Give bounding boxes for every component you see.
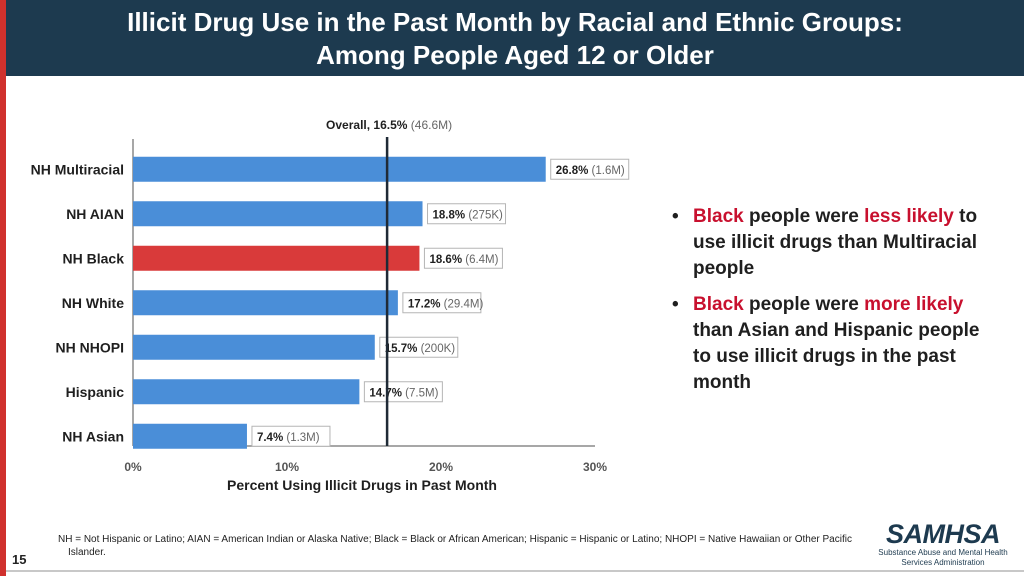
x-axis-title: Percent Using Illicit Drugs in Past Mont… [227, 477, 497, 493]
data-label: 17.2% (29.4M) [408, 298, 484, 310]
data-label-count: (275K) [465, 209, 503, 221]
logo-subtitle-line-1: Substance Abuse and Mental Health [878, 548, 1008, 557]
category-label: NH Multiracial [31, 161, 124, 177]
data-label-count: (1.3M) [283, 432, 320, 444]
bar-hispanic [133, 379, 360, 405]
x-tick-label: 20% [429, 460, 453, 474]
category-label: NH AIAN [66, 206, 124, 222]
overall-reference-label: Overall, 16.5% (46.6M) [326, 118, 452, 132]
finding-2-part-4: than Asian and Hispanic people to use il… [693, 320, 980, 393]
title-banner: Illicit Drug Use in the Past Month by Ra… [6, 0, 1024, 76]
x-tick-label: 0% [124, 460, 142, 474]
data-label: 18.6% (6.4M) [429, 254, 498, 266]
finding-1-part-4: to use illicit drugs than Multiracial pe… [693, 206, 978, 279]
category-label: NH Asian [62, 428, 124, 444]
data-label-value: 26.8% [556, 165, 589, 177]
bar-chart: NH Multiracial 26.8% (1.6M) NH AIAN 18.8% (… [31, 118, 630, 493]
data-label-box [423, 247, 503, 269]
data-label-count: (7.5M) [402, 387, 439, 399]
bar-nh-asian [133, 423, 247, 449]
data-label-count: (29.4M) [440, 298, 483, 310]
x-tick-label: 10% [275, 460, 299, 474]
finding-2-part-2: people were [743, 294, 865, 315]
category-label: NH White [62, 295, 124, 311]
data-label: 18.8% (275K) [433, 209, 503, 221]
category-label: Hispanic [66, 384, 125, 400]
logo-subtitle-line-2: Services Administration [901, 558, 985, 567]
slide-title-line-1: Illicit Drug Use in the Past Month by Ra… [127, 7, 903, 37]
finding-1-part-2: people were [743, 206, 865, 227]
data-label-value: 18.8% [433, 209, 466, 221]
data-label-value: 18.6% [429, 254, 462, 266]
category-label: NH Black [63, 250, 125, 266]
data-label: 14.7% (7.5M) [369, 387, 438, 399]
data-label-box [251, 425, 331, 447]
finding-bullet-1: • Black people were less likely to use i… [672, 204, 992, 282]
x-tick-label: 30% [583, 460, 607, 474]
bar-nh-multiracial [133, 156, 546, 182]
data-label-box [363, 381, 443, 403]
key-findings-list: • Black people were less likely to use i… [672, 204, 992, 406]
finding-1-part-3: less likely [864, 206, 954, 227]
data-label-count: (200K) [417, 343, 455, 355]
logo-wordmark: SAMHSA [885, 519, 1001, 549]
data-label-box [550, 158, 630, 180]
page-number: 15 [12, 552, 27, 567]
reference-label-text: Overall, 16.5% [326, 118, 408, 132]
slide-title-line-2: Among People Aged 12 or Older [316, 40, 714, 70]
data-label-value: 14.7% [369, 387, 402, 399]
data-label-value: 17.2% [408, 298, 441, 310]
finding-bullet-2: • Black people were more likely than Asi… [672, 292, 992, 396]
finding-2-part-3: more likely [864, 294, 964, 315]
finding-2-part-1: Black [693, 294, 744, 315]
bottom-rule [6, 570, 1024, 572]
data-label-count: (6.4M) [462, 254, 499, 266]
bar-nh-black [133, 245, 420, 271]
data-label-value: 15.7% [385, 343, 418, 355]
category-label: NH NHOPI [56, 339, 124, 355]
samhsa-logo: SAMHSA Substance Abuse and Mental Health… [868, 520, 1018, 568]
data-label: 26.8% (1.6M) [556, 165, 625, 177]
bullet-dot: • [672, 294, 679, 315]
data-label: 7.4% (1.3M) [257, 432, 320, 444]
data-label-value: 7.4% [257, 432, 283, 444]
bar-nh-white [133, 290, 398, 316]
data-label: 15.7% (200K) [385, 343, 455, 355]
footnote: NH = Not Hispanic or Latino; AIAN = Amer… [58, 534, 852, 558]
left-accent-bar [0, 0, 6, 576]
data-label-box [379, 336, 459, 358]
bullet-dot: • [672, 206, 679, 227]
data-label-box [427, 203, 507, 225]
finding-1-part-1: Black [693, 206, 744, 227]
reference-label-count: (46.6M) [407, 118, 452, 132]
data-label-box [402, 292, 482, 314]
bar-nh-aian [133, 201, 423, 227]
data-label-count: (1.6M) [588, 165, 625, 177]
slide-title: Illicit Drug Use in the Past Month by Ra… [6, 6, 1024, 72]
bar-nh-nhopi [133, 334, 375, 360]
